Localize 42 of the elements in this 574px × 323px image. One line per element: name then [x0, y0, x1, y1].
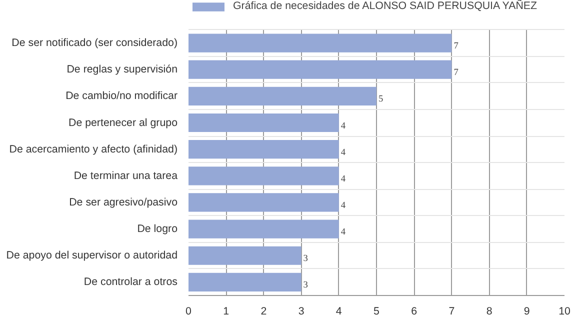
data-label: 4	[340, 121, 346, 132]
bar	[188, 140, 339, 159]
bar	[188, 86, 376, 106]
x-tick-label: 4	[336, 306, 342, 318]
x-tick-label: 1	[223, 306, 230, 318]
y-tick-label: De terminar una tarea	[74, 170, 178, 182]
bar	[188, 60, 452, 79]
x-tick-label: 8	[486, 306, 492, 318]
x-tick-label: 3	[298, 306, 304, 318]
y-tick-label: De ser agresivo/pasivo	[69, 196, 178, 208]
x-tick-label: 2	[260, 306, 267, 318]
x-tick-label: 5	[374, 306, 380, 318]
y-tick-label: De logro	[137, 223, 178, 236]
bar	[188, 272, 302, 292]
y-tick-label: De controlar a otros	[84, 276, 178, 288]
data-label: 7	[454, 68, 459, 78]
y-tick-label: De pertenecer al grupo	[68, 116, 178, 129]
bar	[188, 246, 302, 265]
y-tick-label: De apoyo del supervisor o autoridad	[6, 250, 178, 262]
y-tick-label: De reglas y supervisión	[66, 64, 178, 76]
legend-label: Gráfica de necesidades de ALONSO SAID PERUSQUIA YAÑEZ	[233, 0, 538, 12]
y-tick-label: De acercamiento y afecto (afinidad)	[9, 143, 178, 156]
bar	[188, 113, 339, 132]
bar	[188, 166, 339, 186]
x-tick-label: 6	[411, 306, 418, 318]
x-tick-label: 10	[558, 306, 570, 318]
y-tick-label: De ser notificado (ser considerado)	[12, 37, 178, 50]
data-label: 4	[340, 228, 346, 238]
bar	[188, 193, 339, 212]
bar	[188, 34, 452, 52]
x-tick-label: 9	[524, 306, 530, 318]
data-label: 4	[340, 200, 346, 211]
x-tick-label: 7	[448, 306, 455, 318]
data-label: 3	[303, 254, 308, 264]
x-tick-label: 0	[186, 306, 192, 318]
data-label: 4	[340, 148, 346, 158]
data-label: 4	[340, 174, 346, 184]
data-label: 5	[378, 94, 384, 105]
bar	[188, 220, 339, 238]
data-label: 7	[454, 42, 459, 52]
y-tick-label: De cambio/no modificar	[66, 90, 178, 102]
data-label: 3	[303, 280, 308, 291]
